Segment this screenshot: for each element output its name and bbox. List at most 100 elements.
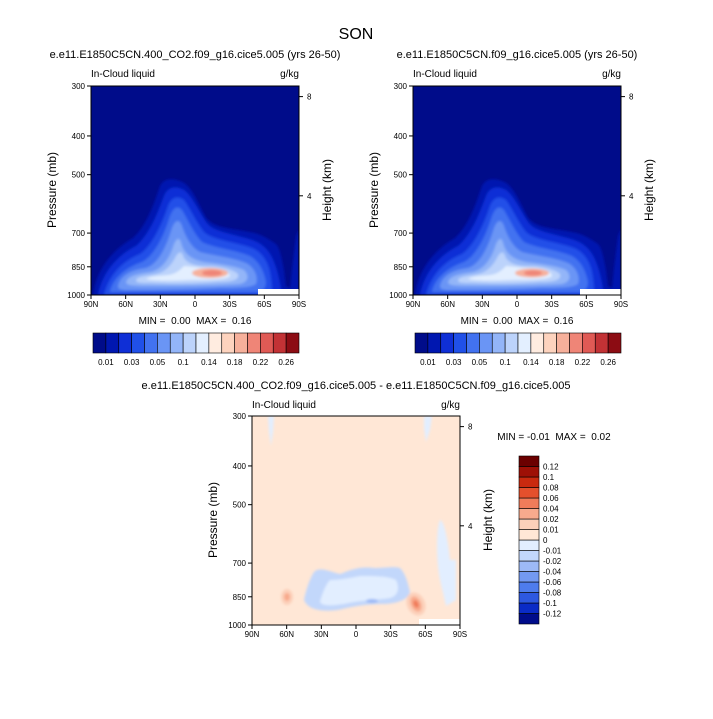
colorbar-swatch: [518, 539, 540, 551]
colorbar-swatch: [453, 332, 467, 354]
negative-region-right-edge: [437, 520, 456, 606]
colorbar-label: 0.14: [523, 358, 539, 367]
contour-field: [91, 86, 299, 295]
x-tick-label: 90N: [245, 630, 260, 639]
colorbar-swatch: [518, 508, 540, 520]
colorbar-swatch: [285, 332, 300, 354]
missing-data-region: [580, 289, 621, 295]
y-axis-label-right: Height (km): [320, 159, 334, 221]
colorbar-swatch: [105, 332, 120, 354]
negative-region-lower-inner: [320, 576, 398, 606]
colorbar-swatch: [182, 332, 197, 354]
colorbar-label: 0.01: [98, 358, 114, 367]
missing-data-region: [258, 289, 299, 295]
right-tick-label: 8: [307, 93, 312, 102]
y-axis-label-right: Height (km): [642, 159, 656, 221]
colorbar-label: -0.06: [543, 578, 562, 587]
colorbar-swatch: [195, 332, 210, 354]
right-tick-label: 4: [468, 522, 473, 531]
panel-difference: e.e11.E1850C5CN.400_CO2.f09_g16.cice5.00…: [142, 380, 612, 639]
x-tick-label: 60N: [279, 630, 294, 639]
colorbar-swatch: [518, 581, 540, 593]
colorbar-label: 0.01: [543, 526, 559, 535]
x-tick-label: 30N: [475, 300, 490, 309]
right-tick-label: 8: [629, 93, 634, 102]
colorbar-swatch: [466, 332, 480, 354]
y-tick-label: 1000: [67, 291, 85, 300]
right-tick-label: 8: [468, 423, 473, 432]
colorbar-swatch: [543, 332, 557, 354]
y-tick-label: 300: [394, 82, 408, 91]
colorbar-swatch: [518, 550, 540, 562]
colorbar-swatch: [518, 487, 540, 499]
colorbar-swatch: [518, 529, 540, 541]
colorbar-swatch: [518, 592, 540, 604]
colorbar-label: 0.22: [575, 358, 591, 367]
panel-title: e.e11.E1850C5CN.400_CO2.f09_g16.cice5.00…: [142, 380, 571, 392]
colorbar-swatch: [504, 332, 519, 354]
colorbar-label: 0.14: [201, 358, 217, 367]
page-title: SON: [339, 26, 374, 43]
y-axis-label: Pressure (mb): [45, 152, 59, 228]
colorbar-swatch: [518, 602, 540, 614]
x-tick-label: 30N: [153, 300, 168, 309]
missing-data-region: [419, 619, 460, 625]
y-tick-label: 400: [233, 462, 247, 471]
colorbar-swatch: [518, 466, 540, 478]
negative-region-upper-right: [424, 416, 432, 442]
colorbar-swatch: [157, 332, 171, 354]
colorbar-label: -0.02: [543, 557, 562, 566]
colorbar-swatch: [518, 613, 540, 625]
colorbar-label: -0.01: [543, 547, 562, 556]
colorbar-label: 0.05: [472, 358, 488, 367]
x-tick-label: 90N: [84, 300, 99, 309]
y-tick-label: 500: [72, 171, 86, 180]
colorbar-swatch: [144, 332, 158, 354]
colorbar-label: -0.08: [543, 589, 562, 598]
x-tick-label: 0: [354, 630, 359, 639]
colorbar-swatch: [169, 332, 184, 354]
negative-region-upper-left: [268, 416, 274, 446]
x-tick-label: 0: [515, 300, 520, 309]
stats-label: MIN = 0.00 MAX = 0.16: [461, 316, 574, 327]
colorbar-label: 0: [543, 536, 548, 545]
colorbar-label: 0.26: [600, 358, 616, 367]
colorbar-label: 0.01: [420, 358, 436, 367]
colorbar-label: 0.1: [543, 473, 555, 482]
right-tick-label: 4: [307, 192, 312, 201]
colorbar-swatch: [518, 455, 540, 467]
x-tick-label: 90S: [292, 300, 306, 309]
colorbar-label: 0.05: [150, 358, 166, 367]
negative-spot: [366, 599, 378, 603]
colorbar-swatch: [582, 332, 596, 354]
y-tick-label: 700: [233, 559, 247, 568]
axes: 90N 60N 30N 0 30S 60S 90S 300 400 500 700 850 1000 4 8: [389, 82, 634, 309]
contour-peak-inner: [202, 270, 222, 276]
colorbar-swatch: [118, 332, 132, 354]
colorbar-label: 0.08: [543, 484, 559, 493]
colorbar-swatch: [518, 497, 540, 509]
colorbar-swatch: [272, 332, 287, 354]
y-tick-label: 500: [233, 501, 247, 510]
panel-title: e.e11.E1850C5CN.f09_g16.cice5.005 (yrs 2…: [397, 49, 638, 61]
axes: 90N 60N 30N 0 30S 60S 90S 300 400 500 700 850 1000 4 8: [67, 82, 312, 309]
colorbar-label: 0.22: [253, 358, 269, 367]
left-string: In-Cloud liquid: [413, 69, 477, 80]
panel-control: e.e11.E1850C5CN.f09_g16.cice5.005 (yrs 2…: [367, 49, 656, 367]
stats-label: MIN = -0.01 MAX = 0.02: [497, 432, 611, 443]
positive-region-right-peak: [413, 600, 419, 608]
y-axis-label-right: Height (km): [481, 489, 495, 551]
colorbar-swatch: [518, 571, 540, 583]
colorbar-swatch: [221, 332, 235, 354]
colorbar-swatch: [234, 332, 248, 354]
contour-field: [413, 86, 621, 295]
x-tick-label: 90N: [406, 300, 421, 309]
colorbar-swatch: [427, 332, 442, 354]
colorbar-swatch: [479, 332, 493, 354]
colorbar-swatch: [440, 332, 454, 354]
colorbar-label: -0.04: [543, 568, 562, 577]
y-tick-label: 850: [72, 263, 86, 272]
x-tick-label: 60S: [257, 300, 271, 309]
x-tick-label: 30N: [314, 630, 329, 639]
